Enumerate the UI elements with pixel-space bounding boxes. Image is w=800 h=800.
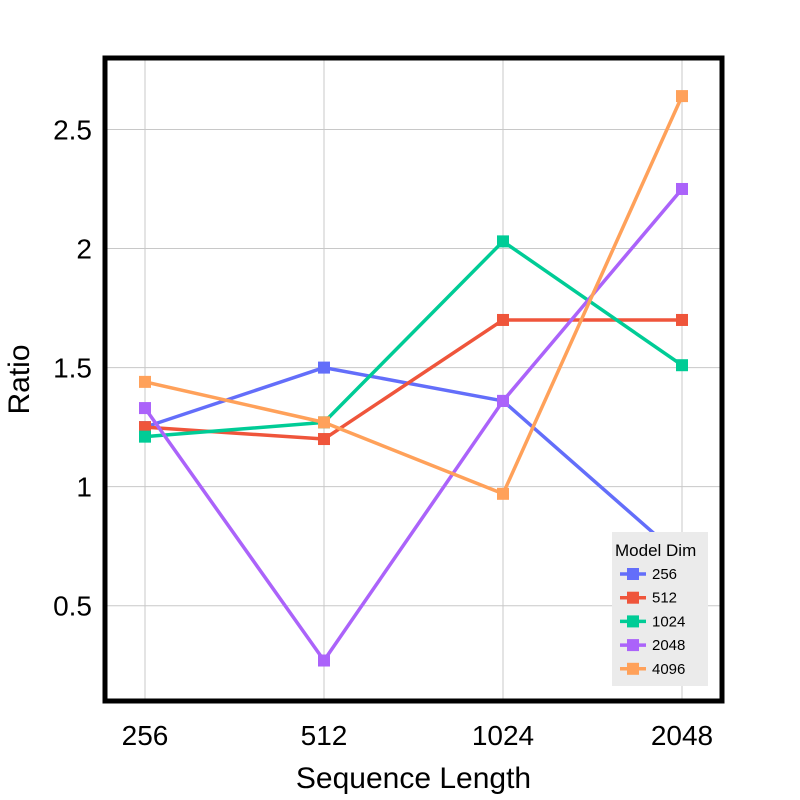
series-512	[139, 313, 688, 446]
data-point	[139, 430, 151, 443]
y-axis-title: Ratio	[3, 344, 36, 414]
series-line	[144, 365, 684, 560]
legend-label: 1024	[652, 613, 685, 630]
y-tick-label: 2	[76, 234, 92, 265]
data-point	[497, 313, 509, 326]
legend-item-1024: 1024	[620, 613, 685, 630]
legend-item-2048: 2048	[620, 637, 685, 654]
data-point	[497, 487, 509, 500]
legend-item-256: 256	[620, 566, 677, 583]
data-point	[139, 421, 151, 434]
y-tick-label: 1	[76, 472, 92, 503]
data-point	[676, 313, 688, 326]
y-tick-label: 2.5	[53, 114, 92, 145]
legend-swatch-marker	[627, 591, 639, 604]
legend-label: 512	[652, 590, 677, 607]
data-point	[676, 90, 688, 103]
data-point	[676, 359, 688, 372]
data-point	[318, 654, 330, 667]
series-line	[144, 318, 682, 441]
series-line	[144, 95, 684, 496]
legend-label: 256	[652, 566, 677, 583]
legend-item-512: 512	[620, 590, 677, 607]
plot-frame	[102, 55, 725, 704]
legend-swatch-marker	[627, 568, 639, 580]
x-axis-title: Sequence Length	[296, 762, 531, 795]
data-point	[497, 394, 509, 407]
data-point	[497, 235, 509, 248]
data-point	[318, 416, 330, 429]
x-tick-label: 512	[301, 720, 348, 751]
legend-swatch-marker	[627, 662, 639, 675]
series-2048	[139, 182, 688, 667]
data-point	[676, 182, 688, 195]
legend-label: 2048	[652, 637, 685, 654]
y-tick-label: 1.5	[53, 353, 92, 384]
series-line	[144, 239, 683, 439]
data-point	[139, 375, 151, 388]
legend-label: 4096	[652, 661, 685, 678]
series-4096	[139, 90, 688, 500]
x-tick-label: 256	[122, 720, 169, 751]
legend-background	[612, 532, 708, 686]
x-tick-label: 1024	[472, 720, 534, 751]
tick-labels: 256 512 1024 2048 0.5 1 1.5 2 2.5	[53, 114, 713, 751]
series-lines	[139, 90, 688, 667]
data-point	[318, 361, 330, 374]
grid	[105, 58, 722, 701]
legend-title: Model Dim	[615, 541, 696, 560]
data-point	[139, 402, 151, 415]
x-tick-label: 2048	[651, 720, 713, 751]
y-tick-label: 0.5	[53, 591, 92, 622]
data-point	[318, 433, 330, 446]
legend-item-4096: 4096	[620, 661, 685, 678]
series-line	[143, 187, 684, 663]
legend-swatch-marker	[627, 615, 639, 628]
legend-swatch-marker	[627, 639, 639, 652]
legend: Model Dim 256 512 1024 2048 4096	[612, 532, 708, 686]
